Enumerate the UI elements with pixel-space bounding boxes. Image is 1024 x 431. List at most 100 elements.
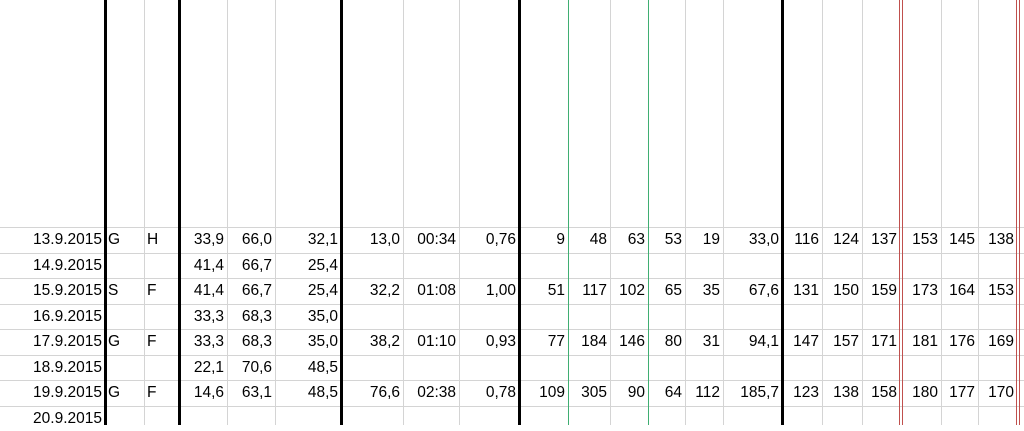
cell-q25-hr[interactable]: 131	[782, 278, 822, 304]
cell-moving-time[interactable]: 02:38	[403, 380, 459, 406]
cell-tss[interactable]	[723, 406, 782, 431]
cell-toughness-factor[interactable]	[685, 253, 723, 279]
cell-ctl[interactable]: 63,1	[227, 380, 275, 406]
cell-hr-5m[interactable]: 177	[941, 380, 978, 406]
cell-distance[interactable]: 38,2	[341, 329, 403, 355]
cell-hr-reserve-avg[interactable]	[648, 253, 685, 279]
cell-hr-20m[interactable]	[978, 253, 1017, 279]
cell-group-solo[interactable]	[105, 406, 144, 431]
cell-q25-hr[interactable]	[782, 253, 822, 279]
cell-tsb[interactable]: 33,3	[179, 304, 227, 330]
cell-distance[interactable]: 13,0	[341, 227, 403, 253]
cell-tss[interactable]: 185,7	[723, 380, 782, 406]
cell-suffer-score[interactable]: 51	[519, 278, 568, 304]
cell-move-ratio[interactable]	[459, 253, 519, 279]
cell-atl[interactable]: 48,5	[275, 355, 341, 381]
cell-q25-hr[interactable]: 147	[782, 329, 822, 355]
cell-date[interactable]: 15.9.2015	[0, 278, 105, 304]
cell-ctl[interactable]: 68,3	[227, 304, 275, 330]
column-header-suffer-score[interactable]	[532, 2, 552, 221]
cell-hr-20m[interactable]: 170	[978, 380, 1017, 406]
cell-training-impulse[interactable]: 305	[568, 380, 610, 406]
column-header-q25-hr[interactable]	[790, 2, 810, 221]
cell-hr-1m[interactable]: 153	[900, 227, 941, 253]
cell-ctl[interactable]: 66,0	[227, 227, 275, 253]
cell-flat-hilly[interactable]	[144, 253, 179, 279]
cell-move-ratio[interactable]	[459, 304, 519, 330]
cell-flat-hilly[interactable]	[144, 304, 179, 330]
cell-move-ratio[interactable]: 0,93	[459, 329, 519, 355]
cell-atl[interactable]: 35,0	[275, 304, 341, 330]
cell-move-ratio[interactable]: 0,78	[459, 380, 519, 406]
cell-moving-time[interactable]: 01:10	[403, 329, 459, 355]
cell-move-ratio[interactable]: 1,00	[459, 278, 519, 304]
column-header-ctl[interactable]	[239, 2, 259, 221]
cell-distance[interactable]: 32,2	[341, 278, 403, 304]
cell-hr-20m[interactable]: 153	[978, 278, 1017, 304]
cell-hr-1m[interactable]: 180	[900, 380, 941, 406]
cell-hr-reserve-avg[interactable]	[648, 355, 685, 381]
cell-ctl[interactable]: 68,3	[227, 329, 275, 355]
cell-training-impulse[interactable]: 184	[568, 329, 610, 355]
cell-training-impulse-hours[interactable]: 63	[610, 227, 648, 253]
cell-suffer-score[interactable]: 77	[519, 329, 568, 355]
cell-group-solo[interactable]	[105, 304, 144, 330]
cell-suffer-score[interactable]	[519, 253, 568, 279]
cell-training-impulse-hours[interactable]: 146	[610, 329, 648, 355]
column-header-training-impulse[interactable]	[577, 2, 597, 221]
cell-moving-time[interactable]: 01:08	[403, 278, 459, 304]
cell-atl[interactable]	[275, 406, 341, 431]
column-header-hr-reserve-avg[interactable]	[655, 2, 675, 221]
cell-moving-time[interactable]	[403, 253, 459, 279]
column-header-tss[interactable]	[741, 2, 761, 221]
cell-flat-hilly[interactable]	[144, 406, 179, 431]
cell-atl[interactable]: 32,1	[275, 227, 341, 253]
cell-tsb[interactable]: 33,3	[179, 329, 227, 355]
cell-atl[interactable]: 25,4	[275, 253, 341, 279]
column-header-hr-5m[interactable]	[948, 2, 968, 221]
column-header-q50-hr[interactable]	[830, 2, 850, 221]
cell-tsb[interactable]	[179, 406, 227, 431]
column-header-group-solo[interactable]	[113, 2, 133, 221]
column-header-moving-time[interactable]	[419, 2, 439, 221]
cell-toughness-factor[interactable]: 35	[685, 278, 723, 304]
cell-q75-hr[interactable]: 171	[862, 329, 900, 355]
cell-training-impulse-hours[interactable]: 102	[610, 278, 648, 304]
cell-training-impulse[interactable]: 117	[568, 278, 610, 304]
cell-training-impulse[interactable]	[568, 355, 610, 381]
column-header-hr-20m[interactable]	[986, 2, 1006, 221]
cell-date[interactable]: 14.9.2015	[0, 253, 105, 279]
cell-toughness-factor[interactable]	[685, 304, 723, 330]
cell-toughness-factor[interactable]: 31	[685, 329, 723, 355]
cell-suffer-score[interactable]	[519, 304, 568, 330]
cell-distance[interactable]	[341, 355, 403, 381]
cell-hr-20m[interactable]	[978, 355, 1017, 381]
cell-moving-time[interactable]	[403, 406, 459, 431]
cell-q75-hr[interactable]	[862, 406, 900, 431]
cell-hr-1m[interactable]	[900, 406, 941, 431]
cell-hr-reserve-avg[interactable]: 64	[648, 380, 685, 406]
cell-group-solo[interactable]	[105, 355, 144, 381]
cell-q75-hr[interactable]: 137	[862, 227, 900, 253]
cell-ctl[interactable]: 66,7	[227, 253, 275, 279]
cell-toughness-factor[interactable]	[685, 406, 723, 431]
cell-q50-hr[interactable]	[822, 253, 862, 279]
cell-q75-hr[interactable]: 159	[862, 278, 900, 304]
cell-training-impulse-hours[interactable]: 90	[610, 380, 648, 406]
cell-hr-5m[interactable]	[941, 304, 978, 330]
cell-tsb[interactable]: 33,9	[179, 227, 227, 253]
cell-q50-hr[interactable]: 124	[822, 227, 862, 253]
cell-training-impulse-hours[interactable]	[610, 406, 648, 431]
cell-hr-1m[interactable]: 181	[900, 329, 941, 355]
cell-q75-hr[interactable]	[862, 304, 900, 330]
cell-tss[interactable]: 33,0	[723, 227, 782, 253]
cell-tss[interactable]	[723, 253, 782, 279]
cell-date[interactable]: 20.9.2015	[0, 406, 105, 431]
cell-tsb[interactable]: 22,1	[179, 355, 227, 381]
cell-date[interactable]: 13.9.2015	[0, 227, 105, 253]
column-header-tsb[interactable]	[191, 2, 211, 221]
